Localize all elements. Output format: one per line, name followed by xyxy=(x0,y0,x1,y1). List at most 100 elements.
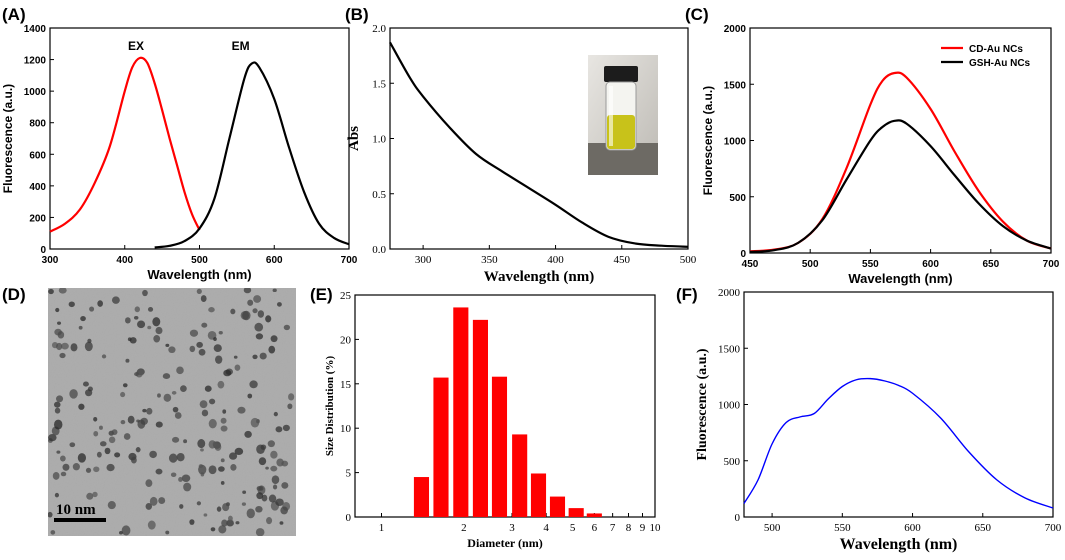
nanoparticle xyxy=(61,342,69,350)
chart-e-ytick-label: 5 xyxy=(346,468,352,480)
nanoparticle xyxy=(56,342,63,351)
nanoparticle xyxy=(56,450,61,454)
nanoparticle xyxy=(242,490,247,494)
nanoparticle xyxy=(57,321,62,325)
nanoparticle xyxy=(234,364,241,371)
nanoparticle xyxy=(268,494,277,503)
nanoparticle xyxy=(223,369,232,377)
nanoparticle xyxy=(270,465,278,472)
nanoparticle xyxy=(55,395,64,403)
nanoparticle xyxy=(99,441,107,447)
nanoparticle xyxy=(120,391,126,398)
nanoparticle xyxy=(92,491,98,498)
nanoparticle xyxy=(189,329,199,337)
nanoparticle xyxy=(58,288,67,294)
nanoparticle xyxy=(174,412,182,419)
nanoparticle xyxy=(229,452,238,460)
nanoparticle xyxy=(218,466,225,472)
chart-b-xlabel: Wavelength (nm) xyxy=(484,269,594,285)
nanoparticle xyxy=(155,421,163,428)
nanoparticle xyxy=(162,373,171,380)
nanoparticle xyxy=(249,380,258,389)
nanoparticle xyxy=(270,450,278,459)
chart-e-xtick-label: 2 xyxy=(461,522,467,534)
chart-e-size-distribution: 0 5 10 15 20 25 1 2 3 4 5 6 7 8 9 10 Diameter (nm) Size D… xyxy=(324,290,661,550)
nanoparticle xyxy=(258,457,267,466)
nanoparticle xyxy=(189,345,196,353)
nanoparticle xyxy=(216,506,222,512)
nanoparticle xyxy=(48,288,54,295)
nanoparticle xyxy=(93,431,99,437)
chart-e-bar xyxy=(491,376,508,517)
chart-a-series-ex xyxy=(49,56,201,233)
chart-f-fluorescence: 0 500 1000 1500 2000 500 550 600 650 700 Wavelengt… xyxy=(695,287,1062,553)
nanoparticle xyxy=(101,354,107,359)
chart-a-xtick-label: 400 xyxy=(116,255,133,266)
chart-e-bar xyxy=(549,496,566,517)
nanoparticle xyxy=(218,525,227,534)
nanoparticle xyxy=(279,521,284,525)
nanoparticle xyxy=(170,472,177,477)
nanoparticle xyxy=(282,424,290,432)
nanoparticle xyxy=(163,393,172,402)
nanoparticle xyxy=(256,444,265,455)
nanoparticle xyxy=(208,307,215,313)
nanoparticle xyxy=(155,326,163,335)
chart-f-xlabel: Wavelength (nm) xyxy=(840,536,958,553)
nanoparticle xyxy=(142,408,147,413)
nanoparticle xyxy=(97,300,103,307)
nanoparticle xyxy=(127,415,135,424)
tem-image: 10 nm xyxy=(48,288,296,536)
chart-c-series-cd-au-ncs xyxy=(749,71,1052,253)
chart-a-ytick-label: 0 xyxy=(40,245,46,256)
chart-e-bar xyxy=(413,477,430,517)
panel-c-letter: (C) xyxy=(685,5,709,24)
nanoparticle xyxy=(196,341,203,348)
nanoparticle xyxy=(99,425,103,430)
chart-e-ytick-label: 0 xyxy=(346,512,352,524)
nanoparticle xyxy=(54,407,61,414)
nanoparticle-dots xyxy=(48,288,295,536)
nanoparticle xyxy=(237,406,246,414)
nanoparticle xyxy=(266,517,273,525)
nanoparticle xyxy=(288,393,295,401)
nanoparticle xyxy=(120,420,126,425)
nanoparticle xyxy=(153,334,161,343)
nanoparticle xyxy=(217,380,225,389)
nanoparticle xyxy=(60,471,67,477)
chart-e-xlabel: Diameter (nm) xyxy=(467,536,542,550)
chart-a-xtick-label: 500 xyxy=(191,255,208,266)
nanoparticle xyxy=(54,401,61,408)
nanoparticle xyxy=(172,406,179,413)
chart-f-xtick-label: 700 xyxy=(1045,522,1062,534)
chart-e-ytick-label: 25 xyxy=(340,290,352,302)
nanoparticle xyxy=(200,295,207,302)
nanoparticle xyxy=(203,513,208,517)
nanoparticle xyxy=(253,295,262,303)
vial-cap xyxy=(604,66,638,82)
nanoparticle xyxy=(183,482,192,492)
nanoparticle xyxy=(259,352,267,360)
nanoparticle xyxy=(212,441,218,447)
nanoparticle xyxy=(255,333,264,340)
nanoparticle xyxy=(85,467,92,473)
chart-b-absorbance: 0.0 0.5 1.0 1.5 2.0 300 350 400 450 500 Wavelength… xyxy=(346,23,697,285)
chart-e-xtick-label: 10 xyxy=(650,522,662,534)
nanoparticle xyxy=(59,352,66,359)
nanoparticle xyxy=(149,496,158,506)
nanoparticle xyxy=(254,322,264,332)
nanoparticle xyxy=(107,501,116,510)
nanoparticle xyxy=(218,331,223,335)
nanoparticle xyxy=(246,508,255,519)
nanoparticle xyxy=(123,433,131,440)
chart-e-bar xyxy=(530,473,547,517)
chart-f-series-pl xyxy=(743,377,1054,509)
panel-e-letter: (E) xyxy=(310,285,333,304)
nanoparticle xyxy=(273,411,278,417)
chart-b-xtick-label: 450 xyxy=(614,254,631,266)
nanoparticle xyxy=(268,345,276,354)
nanoparticle xyxy=(52,472,60,480)
chart-b-series-abs xyxy=(389,41,689,248)
nanoparticle xyxy=(208,465,217,475)
